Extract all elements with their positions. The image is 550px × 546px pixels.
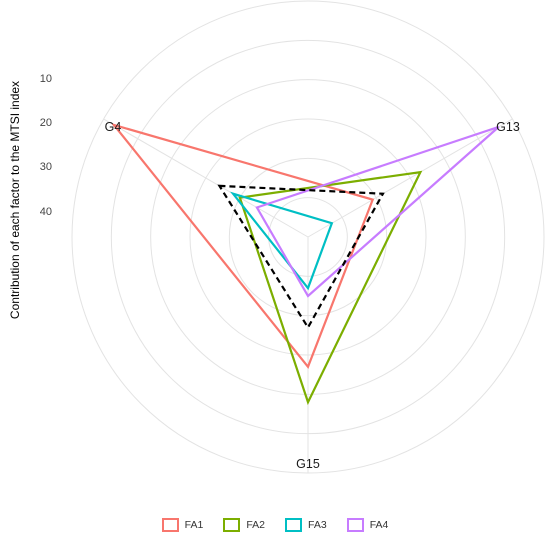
radar-grid — [71, 0, 545, 474]
grid-spoke-g4 — [103, 118, 309, 238]
legend-label-fa3: FA3 — [308, 519, 327, 531]
legend-label-fa4: FA4 — [369, 519, 389, 531]
legend-item-fa1: FA1 — [161, 518, 204, 532]
legend-swatch-fa4 — [346, 518, 364, 532]
radial-tick-30: 30 — [40, 161, 52, 173]
legend-swatch-fa1 — [161, 518, 179, 532]
radial-tick-20: 20 — [40, 117, 52, 129]
legend-item-fa4: FA4 — [346, 518, 389, 532]
radial-tick-40: 40 — [40, 206, 52, 218]
radar-series — [110, 122, 500, 406]
axis-label-g15: G15 — [296, 457, 320, 471]
series-fa4 — [255, 125, 500, 298]
legend-label-fa2: FA2 — [246, 519, 265, 531]
legend-label-fa1: FA1 — [184, 519, 204, 531]
y-axis-title: Contribution of each factor to the MTSI … — [8, 80, 22, 320]
radial-tick-10: 10 — [40, 73, 52, 85]
threshold-polygon — [217, 184, 385, 330]
y-axis-title-wrap: Contribution of each factor to the MTSI … — [4, 0, 26, 546]
series-fa3 — [230, 191, 334, 291]
legend-swatch-fa2 — [223, 518, 241, 532]
axis-label-g13: G13 — [496, 120, 520, 134]
axis-label-g4: G4 — [105, 120, 122, 134]
radar-labels: G4 G13 G15 10 20 30 40 — [40, 73, 520, 471]
series-fa2 — [238, 170, 423, 406]
legend-item-fa2: FA2 — [223, 518, 265, 532]
legend-item-fa3: FA3 — [285, 518, 327, 532]
grid-spoke-g13 — [307, 118, 513, 238]
series-fa1 — [110, 122, 375, 369]
legend-swatch-fa3 — [285, 518, 302, 532]
legend: FA1 FA2 FA3 FA4 — [0, 518, 550, 532]
